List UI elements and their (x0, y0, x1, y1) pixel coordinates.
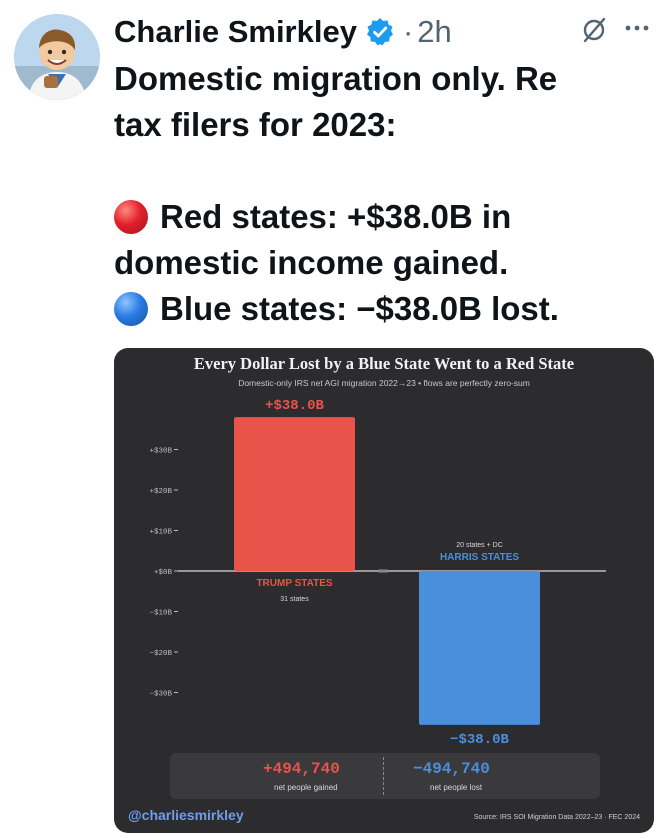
post-text-line: Domestic migration only. Re (114, 60, 558, 97)
chart-subtitle: Domestic-only IRS net AGI migration 2022… (238, 378, 530, 388)
zero-marker (378, 569, 388, 573)
red-states-line: Red states: +$38.0B in (114, 194, 654, 240)
red-states-text: Red states: +$38.0B in (160, 198, 512, 235)
more-options-icon[interactable] (622, 18, 652, 38)
bar-value-label: +$38.0B (265, 398, 324, 414)
bar-chart: +$30B +$20B +$10B +$0B −$10B −$20B −$30B +$38.… (149, 398, 606, 748)
red-states-line-2: domestic income gained. (114, 244, 509, 281)
post-time[interactable]: 2h (417, 14, 452, 49)
category-note: 20 states + DC (456, 542, 503, 549)
category-label: TRUMP STATES (256, 578, 332, 589)
red-people-label: net people gained (274, 783, 338, 792)
blue-circle-icon (114, 292, 148, 326)
category-label: HARRIS STATES (440, 552, 519, 563)
blue-states-line: Blue states: −$38.0B lost. (114, 286, 654, 332)
blue-states-text: Blue states: −$38.0B lost. (160, 290, 559, 327)
stats-divider (383, 757, 384, 795)
bar-blue (419, 571, 540, 725)
red-people-value: +494,740 (263, 760, 340, 778)
avatar[interactable] (14, 14, 100, 100)
y-tick-label: −$10B (149, 610, 172, 618)
media-handle: @charliesmirkley (128, 807, 244, 823)
chart-title: Every Dollar Lost by a Blue State Went t… (193, 354, 575, 373)
y-tick-label: +$30B (149, 448, 172, 456)
y-tick-label: +$0B (154, 569, 173, 577)
post-text-line: tax filers for 2023: (114, 106, 397, 143)
post-header: Charlie Smirkley · 2h (114, 12, 452, 52)
verified-badge-icon (365, 17, 395, 47)
y-tick-label: −$20B (149, 650, 172, 658)
bar-red (234, 417, 355, 571)
separator-dot: · (402, 14, 414, 49)
y-tick-label: +$20B (149, 488, 172, 496)
media-image[interactable]: Every Dollar Lost by a Blue State Went t… (114, 348, 654, 833)
red-circle-icon (114, 200, 148, 234)
blue-people-value: −494,740 (413, 760, 490, 778)
author-name[interactable]: Charlie Smirkley (114, 14, 357, 49)
y-tick-label: +$10B (149, 529, 172, 537)
category-note: 31 states (280, 596, 309, 603)
bar-value-label: −$38.0B (450, 732, 509, 748)
y-tick-label: −$30B (149, 691, 172, 699)
grok-icon[interactable] (580, 16, 608, 44)
post-text: Domestic migration only. Re tax filers f… (114, 56, 654, 332)
media-source: Source: IRS SOI Migration Data 2022–23 ·… (473, 814, 640, 821)
blue-people-label: net people lost (430, 783, 483, 792)
stats-box: +494,740 net people gained −494,740 net … (170, 753, 600, 799)
